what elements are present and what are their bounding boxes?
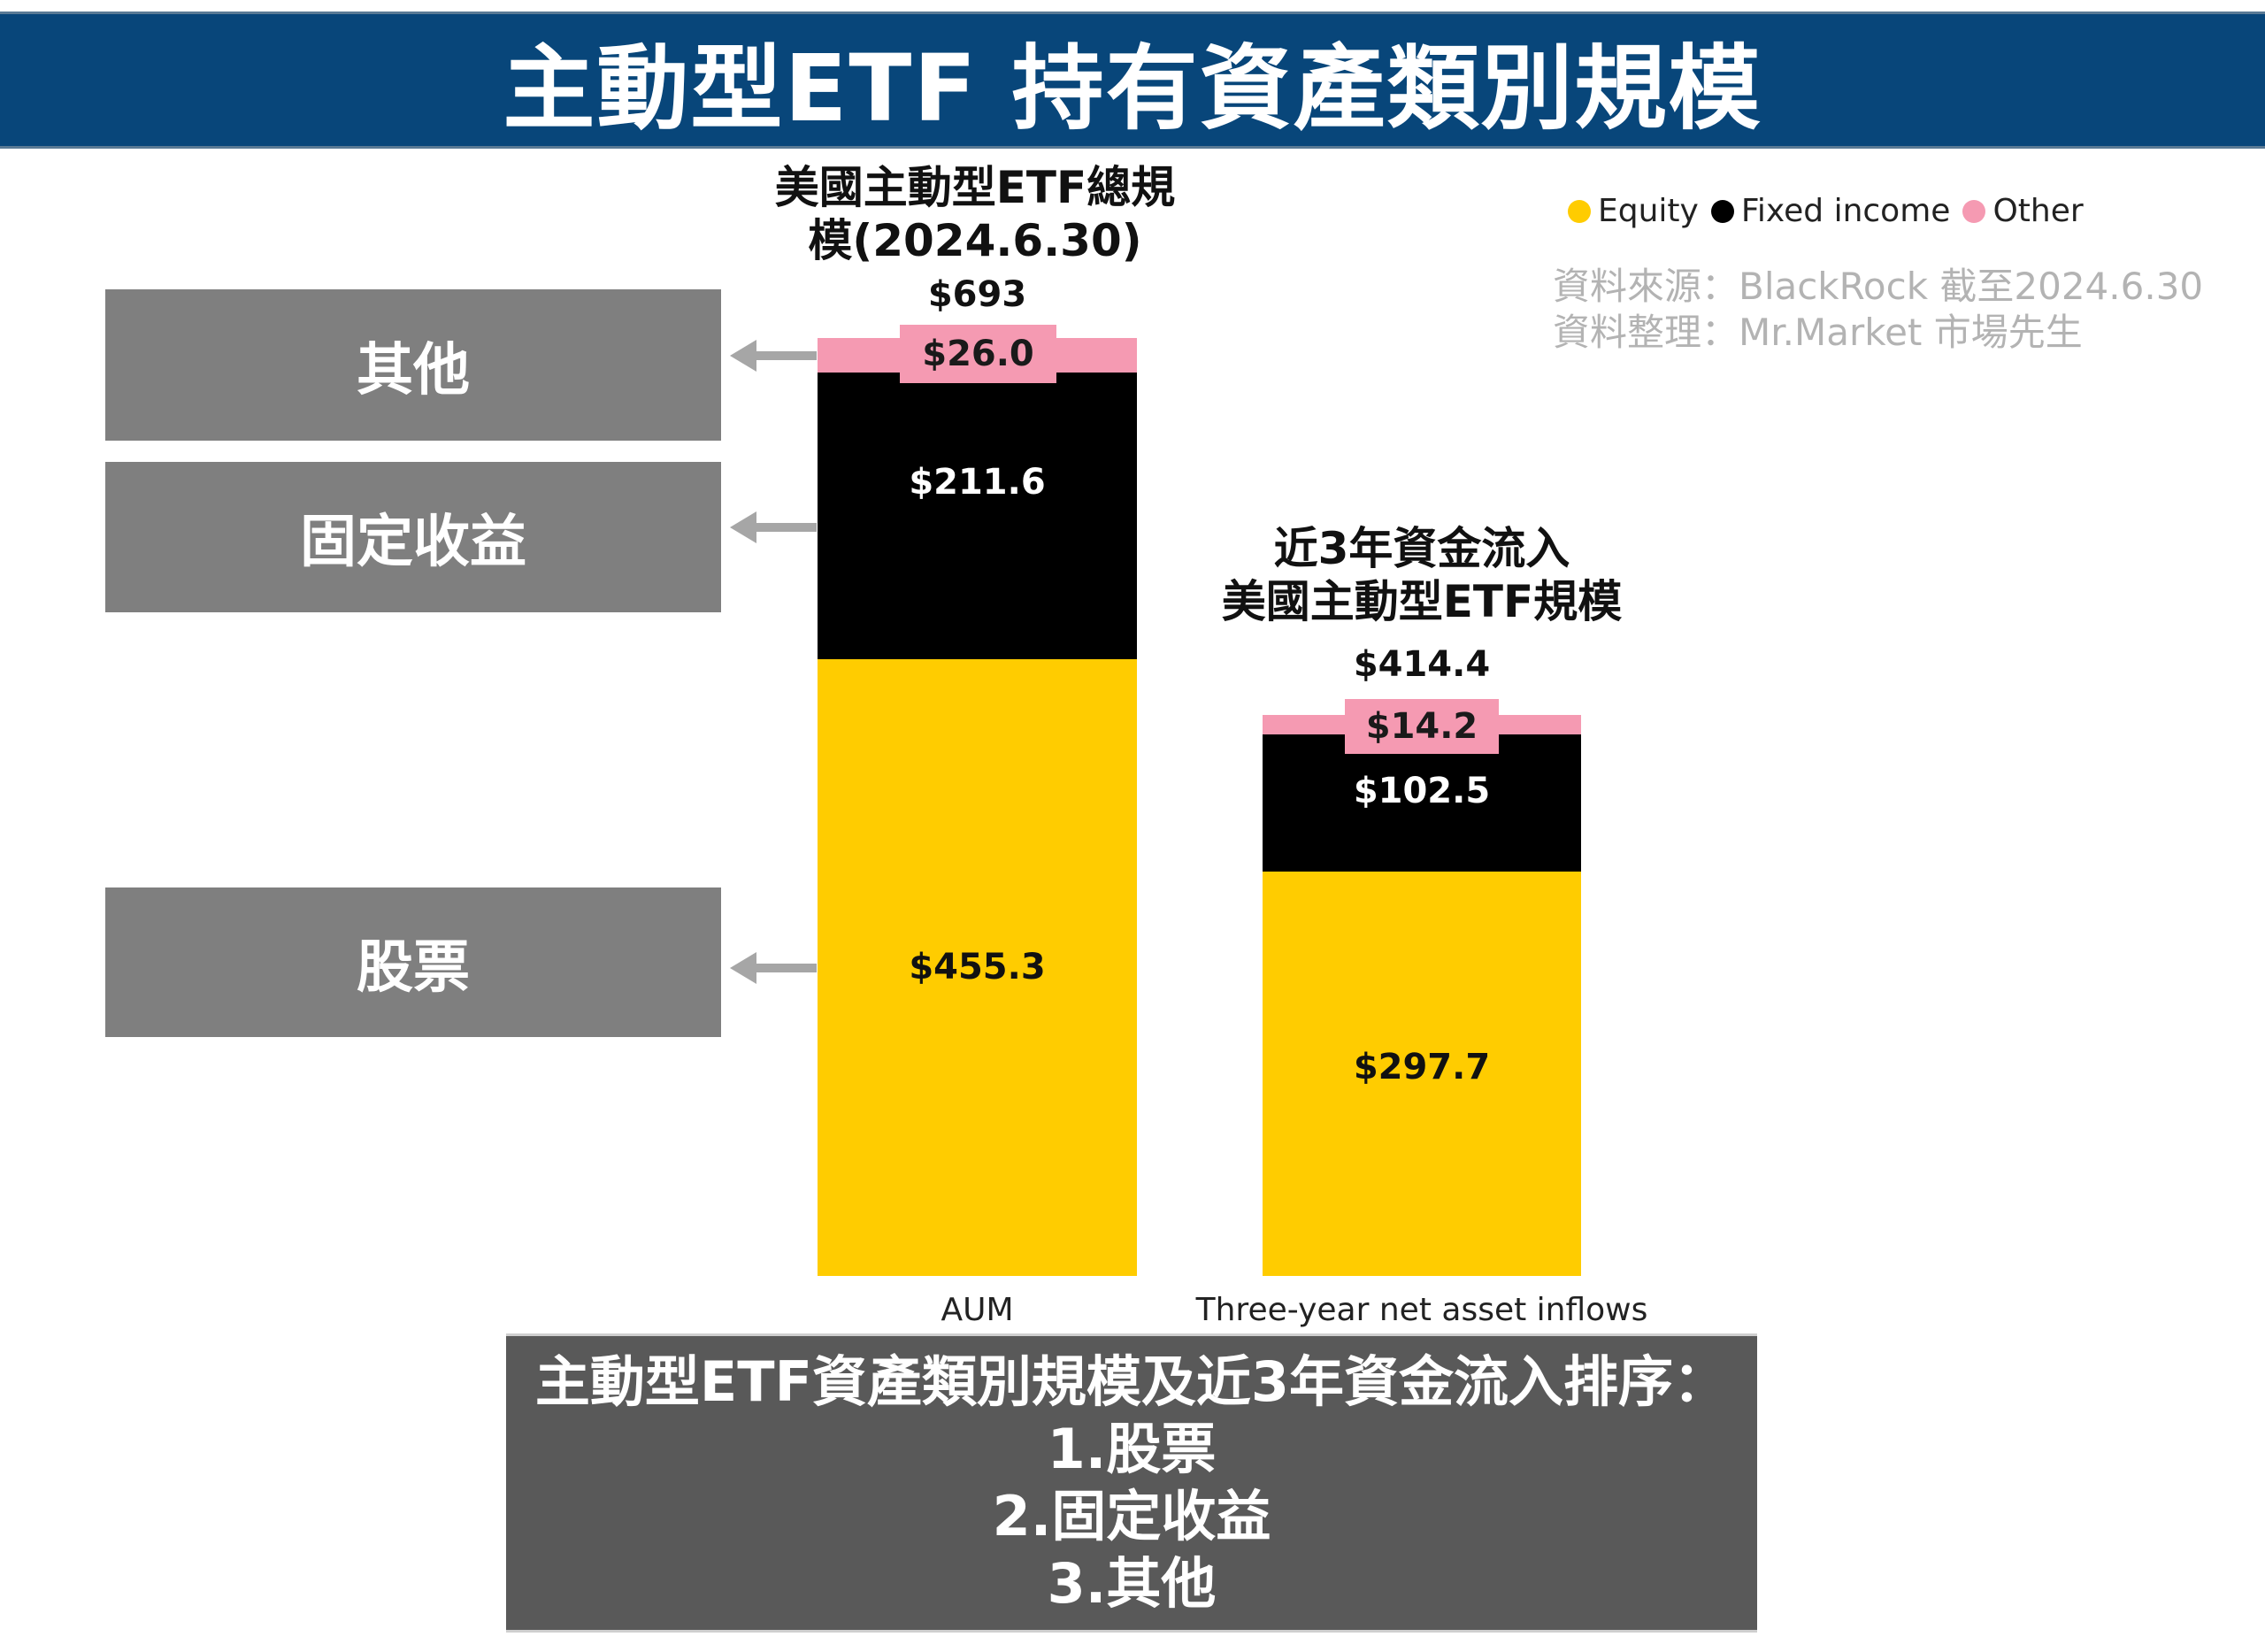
bar2-label-fixed-income: $102.5	[1353, 771, 1491, 811]
category-box-equity: 股票	[105, 887, 721, 1037]
legend-label-other: Other	[1992, 193, 2084, 229]
bar1-axis-label: AUM	[941, 1292, 1014, 1328]
bar2-title-line1: 近3年資金流入	[1273, 523, 1570, 574]
bar2-title-line2: 美國主動型ETF規模	[1221, 576, 1623, 627]
bar1-title-line2: 模(2024.6.30)	[808, 215, 1142, 266]
source-line-1: 資料來源：BlackRock 截至2024.6.30	[1553, 265, 2204, 308]
category-label-other: 其他	[357, 337, 470, 403]
legend-label-fixed-income: Fixed income	[1740, 193, 1951, 229]
category-box-fixed-income: 固定收益	[105, 462, 721, 612]
legend-label-equity: Equity	[1598, 193, 1699, 229]
category-label-equity: 股票	[357, 934, 470, 1001]
category-label-fixed-income: 固定收益	[300, 510, 526, 575]
summary-item-2: 2.固定收益	[992, 1484, 1271, 1548]
summary-heading: 主動型ETF資產類別規模及近3年資金流入排序：	[534, 1349, 1729, 1414]
bar1-label-equity: $455.3	[909, 947, 1046, 987]
bar2-segment-equity: $297.7	[1263, 872, 1581, 1276]
bar2-segment-fixed-income: $102.5	[1263, 734, 1581, 872]
bar2-total: $414.4	[1353, 644, 1491, 685]
category-box-other: 其他	[105, 289, 721, 441]
summary-item-3: 3.其他	[1047, 1551, 1217, 1616]
bar1-title-line1: 美國主動型ETF總規	[774, 162, 1176, 213]
summary-box: 主動型ETF資產類別規模及近3年資金流入排序： 1.股票 2.固定收益 3.其他	[506, 1333, 1757, 1633]
bar1-segment-fixed-income: $211.6	[818, 373, 1137, 659]
legend-dot-fixed-income-icon	[1710, 199, 1734, 223]
bar2-axis-label: Three-year net asset inflows	[1195, 1292, 1648, 1328]
bar2-label-equity: $297.7	[1353, 1047, 1491, 1087]
bar1-total: $693	[927, 274, 1027, 315]
bar1-segment-equity: $455.3	[818, 659, 1137, 1276]
legend-dot-equity-icon	[1568, 199, 1591, 223]
legend-dot-other-icon	[1962, 199, 1986, 223]
page-title: 主動型ETF 持有資產類別規模	[503, 35, 1762, 142]
source-line-2: 資料整理：Mr.Market 市場先生	[1553, 311, 2083, 354]
header-banner: 主動型ETF 持有資產類別規模	[0, 12, 2265, 149]
bar1-title: 美國主動型ETF總規 模(2024.6.30)	[754, 161, 1196, 267]
chart-legend: Equity Fixed income Other	[1568, 193, 2084, 229]
bar2-title: 近3年資金流入 美國主動型ETF規模	[1201, 522, 1643, 628]
bar1-label-fixed-income: $211.6	[909, 462, 1046, 503]
source-note: 資料來源：BlackRock 截至2024.6.30 資料整理：Mr.Marke…	[1553, 264, 2203, 356]
summary-item-1: 1.股票	[1047, 1417, 1217, 1481]
bar1-label-other: $26.0	[900, 325, 1056, 383]
bar2-label-other: $14.2	[1345, 699, 1499, 754]
